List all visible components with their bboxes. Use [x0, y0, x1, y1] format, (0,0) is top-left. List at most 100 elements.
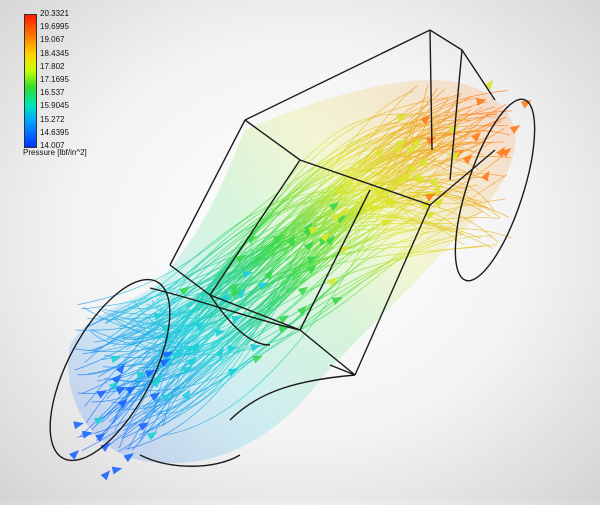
legend-tick-label: 16.537: [40, 88, 65, 98]
flow-arrow: [250, 344, 261, 352]
streamline: [123, 182, 437, 432]
streamline: [84, 96, 429, 407]
streamline: [96, 186, 480, 421]
inlet-ellipse: [49, 278, 171, 462]
flow-arrow: [149, 392, 161, 402]
outlet-ellipse: [454, 98, 536, 282]
streamline: [157, 109, 472, 301]
flow-arrow: [263, 270, 274, 281]
flow-arrow: [186, 358, 198, 368]
flow-arrow: [108, 381, 120, 391]
streamline: [133, 174, 508, 391]
flow-arrow: [432, 183, 442, 195]
legend-tick-label: 15.272: [40, 114, 65, 124]
flow-arrow: [159, 358, 171, 368]
streamline: [133, 169, 422, 341]
flow-arrow: [368, 204, 380, 213]
pressure-legend: 20.3321 19.6995 19.067 18.4345 17.802 17.1695…: [0, 0, 110, 170]
flow-arrow: [332, 213, 344, 222]
streamline: [80, 168, 450, 310]
streamline: [149, 199, 425, 378]
streamline: [144, 106, 483, 415]
flow-arrow: [111, 466, 123, 475]
flow-arrow: [396, 114, 408, 123]
flow-arrow: [381, 219, 393, 228]
legend-tick-label: 19.067: [40, 35, 65, 45]
streamline: [158, 85, 419, 403]
streamline: [126, 116, 507, 350]
streamline: [152, 112, 498, 336]
legend-tick-label: 18.4345: [40, 48, 69, 58]
flow-arrow: [484, 79, 494, 91]
flow-arrow: [415, 175, 426, 185]
flow-arrow: [93, 416, 105, 426]
flow-arrow: [117, 398, 128, 409]
streamline: [108, 197, 431, 390]
legend-tick-label: 17.802: [40, 61, 65, 71]
flow-arrow: [235, 288, 246, 299]
flow-arrow: [450, 151, 461, 161]
flow-arrow: [219, 292, 229, 303]
flow-arrow: [227, 368, 239, 377]
streamline: [142, 127, 413, 355]
streamlines-group: [74, 85, 512, 453]
streamline: [123, 152, 437, 438]
flow-arrow: [228, 282, 239, 293]
legend-title: Pressure [lbf/in^2]: [23, 148, 87, 157]
legend-tick-label: 20.3321: [40, 9, 69, 18]
streamline: [163, 111, 449, 426]
flow-arrow: [69, 449, 80, 460]
flow-arrow: [151, 377, 161, 389]
flow-arrow: [509, 125, 521, 134]
flow-arrow: [480, 170, 490, 182]
flow-arrow: [95, 433, 106, 443]
flow-arrow: [425, 212, 437, 220]
legend-tick-label: 15.9045: [40, 101, 69, 111]
flow-arrow: [252, 355, 263, 364]
flow-arrow: [146, 431, 158, 441]
legend-tick-label: 17.1695: [40, 75, 69, 84]
legend-tick-label: 14.007: [40, 141, 65, 150]
streamline: [82, 195, 427, 355]
flow-arrow: [144, 370, 156, 378]
pipe-outline: [49, 29, 536, 467]
flow-arrow: [374, 188, 386, 196]
flow-arrow: [306, 264, 317, 275]
flow-arrow: [96, 390, 108, 399]
flow-arrow: [278, 314, 289, 324]
flow-arrow: [138, 422, 149, 431]
streamline: [153, 195, 413, 367]
flow-arrow: [179, 286, 190, 296]
flow-arrow: [153, 312, 165, 321]
streamline: [122, 95, 461, 341]
streamline: [95, 121, 418, 442]
streamline: [155, 234, 463, 403]
flow-arrow: [325, 235, 336, 246]
flow-arrow: [462, 154, 473, 165]
flow-arrow: [100, 470, 111, 481]
flow-arrow: [227, 345, 238, 353]
streamline: [121, 246, 411, 338]
streamline: [77, 125, 509, 306]
flow-arrow: [81, 430, 93, 439]
streamline: [146, 141, 473, 390]
flow-arrow: [73, 421, 84, 430]
flow-arrow: [190, 341, 200, 352]
flow-arrow: [411, 138, 422, 149]
flow-arrow: [181, 366, 193, 375]
flow-arrow: [471, 132, 482, 142]
flow-arrow: [306, 256, 318, 265]
streamline: [118, 183, 411, 372]
flow-arrow: [496, 146, 506, 158]
flow-arrow: [184, 345, 195, 355]
flow-arrow: [396, 139, 407, 149]
flow-arrow: [272, 234, 284, 244]
flow-arrow: [194, 321, 205, 331]
flow-arrow: [406, 146, 418, 155]
flow-arrow: [339, 205, 349, 217]
flow-arrow: [246, 236, 258, 244]
streamline: [135, 124, 435, 385]
flow-arrow: [181, 389, 191, 400]
color-scale-bar: [24, 14, 37, 148]
